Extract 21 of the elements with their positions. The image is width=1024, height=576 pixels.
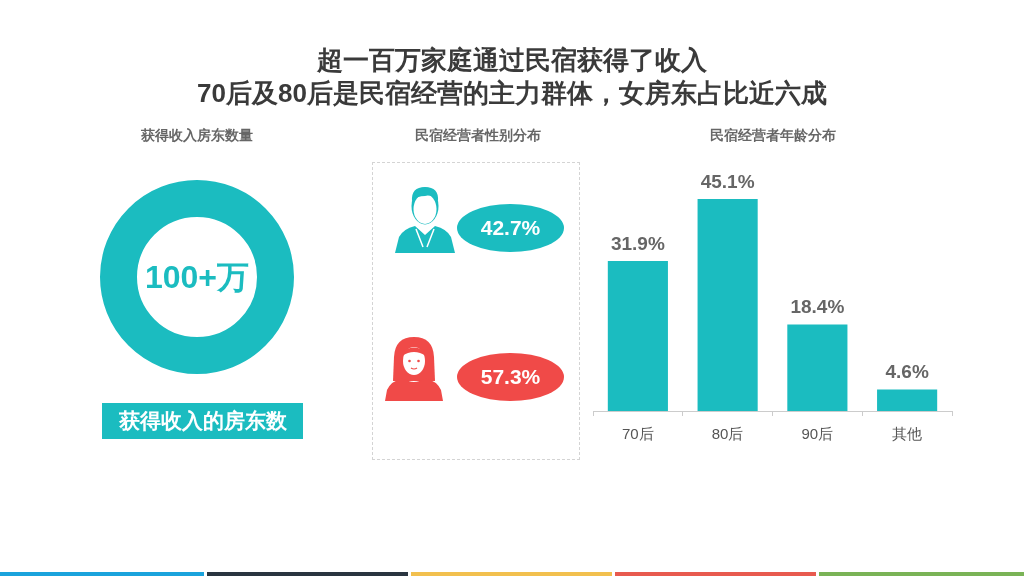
data-label: 18.4% (790, 296, 845, 318)
data-label: 45.1% (700, 170, 755, 192)
oval-badge: 57.3% (457, 353, 564, 401)
text: 超一百万家庭通过民宿获得了收入 (316, 45, 708, 75)
bar (877, 389, 938, 411)
x-tick-label: 80后 (711, 425, 744, 443)
data-label: 31.9% (610, 232, 665, 254)
text: 获得收入房东数量 (140, 126, 254, 144)
text: 70后及80后是民宿经营的主力群体，女房东占比近六成 (196, 78, 828, 108)
bar (787, 324, 848, 411)
bar (697, 199, 758, 411)
x-tick-label: 70后 (622, 425, 654, 443)
text: 民宿经营者性别分布 (413, 126, 542, 144)
chart-title: 民宿经营者年龄分布 (709, 126, 837, 144)
x-tick-label: 90后 (801, 425, 834, 443)
x-tick-label: 其他 (892, 425, 923, 443)
data-label: 4.6% (885, 361, 929, 383)
oval-badge: 42.7% (457, 204, 564, 252)
caption-banner: 获得收入的房东数 (102, 403, 303, 439)
bar (607, 261, 668, 411)
text: 100+万 (143, 258, 251, 297)
